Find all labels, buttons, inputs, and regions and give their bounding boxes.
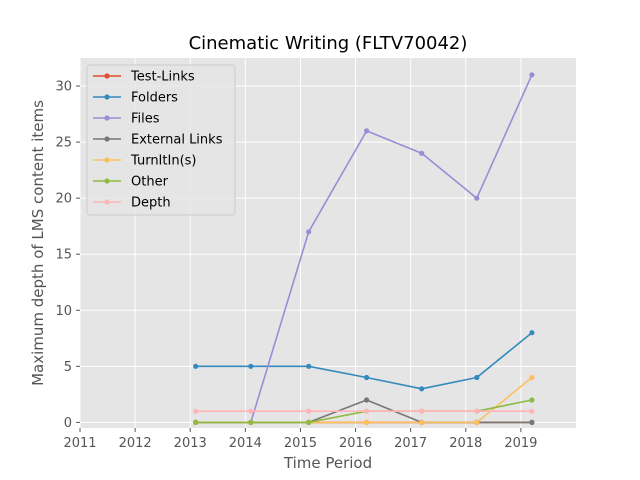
legend-marker — [104, 115, 110, 121]
data-point-depth — [248, 408, 254, 414]
legend-marker — [104, 178, 110, 184]
data-point-other — [193, 419, 199, 425]
y-tick-label: 5 — [64, 360, 72, 375]
data-point-depth — [474, 408, 480, 414]
x-tick-label: 2018 — [449, 436, 482, 451]
x-tick-label: 2013 — [174, 436, 207, 451]
data-point-folders — [529, 330, 535, 336]
legend-item-test-links: Test-Links — [93, 70, 195, 85]
data-point-files — [364, 128, 370, 134]
data-point-files — [474, 195, 480, 201]
data-point-turnitin-s — [419, 419, 425, 425]
y-tick-label: 10 — [55, 304, 72, 319]
series-depth — [193, 408, 535, 414]
data-point-external-links — [364, 397, 370, 403]
y-axis-label: Maximum depth of LMS content items — [29, 100, 47, 386]
x-tick-label: 2014 — [229, 436, 262, 451]
data-point-depth — [193, 408, 199, 414]
legend-marker — [104, 94, 110, 100]
legend-item-depth: Depth — [93, 196, 171, 211]
data-point-folders — [193, 363, 199, 369]
legend-label: External Links — [131, 133, 223, 148]
y-tick-label: 0 — [64, 416, 72, 431]
data-point-turnitin-s — [474, 419, 480, 425]
y-tick-label: 25 — [55, 136, 72, 151]
data-point-folders — [419, 386, 425, 392]
data-point-external-links — [529, 419, 535, 425]
data-point-folders — [248, 363, 254, 369]
x-tick-label: 2015 — [284, 436, 317, 451]
legend-marker — [104, 199, 110, 205]
series-folders — [193, 330, 535, 392]
data-point-depth — [306, 408, 312, 414]
y-axis-ticks: 0 5 10 15 20 25 30 — [55, 80, 80, 431]
data-point-other — [306, 419, 312, 425]
data-point-folders — [474, 374, 480, 381]
x-axis-label: Time Period — [283, 454, 372, 472]
y-tick-label: 30 — [55, 80, 72, 95]
legend: Test-Links Folders Files External Links Turn… — [86, 64, 236, 216]
data-point-other — [529, 397, 535, 403]
x-tick-label: 2012 — [119, 436, 152, 451]
x-tick-label: 2019 — [504, 436, 537, 451]
x-tick-label: 2011 — [63, 436, 96, 451]
legend-box — [86, 64, 236, 216]
series-line-files — [250, 74, 533, 423]
legend-label: Other — [131, 175, 169, 190]
legend-item-turnitin-s: TurnItIn(s) — [93, 154, 196, 169]
legend-label: TurnItIn(s) — [130, 154, 196, 169]
series-layer — [193, 72, 535, 425]
y-tick-label: 15 — [55, 248, 72, 263]
x-axis-ticks: 2011 2012 2013 2014 2015 2016 2017 2018 2019 — [63, 428, 537, 451]
legend-marker — [104, 73, 110, 79]
y-tick-label: 20 — [55, 192, 72, 207]
data-point-files — [419, 150, 425, 156]
chart-title: Cinematic Writing (FLTV70042) — [189, 33, 468, 54]
data-point-files — [306, 229, 312, 235]
legend-label: Test-Links — [130, 70, 195, 85]
legend-item-external-links: External Links — [93, 133, 223, 148]
data-point-other — [248, 419, 254, 425]
data-point-folders — [306, 363, 312, 369]
data-point-depth — [364, 408, 370, 414]
legend-marker — [104, 157, 110, 163]
legend-label: Folders — [131, 91, 178, 106]
legend-label: Files — [131, 112, 160, 127]
legend-item-other: Other — [93, 175, 169, 190]
legend-marker — [104, 136, 110, 142]
data-point-folders — [364, 374, 370, 381]
legend-label: Depth — [131, 196, 171, 211]
data-point-depth — [529, 408, 535, 414]
data-point-files — [529, 72, 535, 78]
data-point-turnitin-s — [364, 419, 370, 425]
legend-item-folders: Folders — [93, 91, 178, 106]
x-tick-label: 2017 — [394, 436, 427, 451]
legend-item-files: Files — [93, 112, 160, 127]
data-point-turnitin-s — [529, 374, 535, 381]
data-point-depth — [419, 408, 425, 414]
grid — [79, 58, 576, 428]
x-tick-label: 2016 — [339, 436, 372, 451]
